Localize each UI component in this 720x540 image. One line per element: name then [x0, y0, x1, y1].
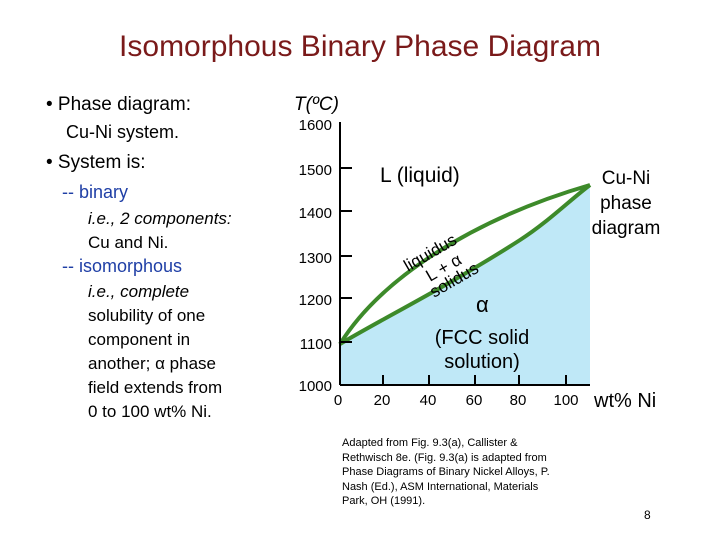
- bullet-phase-diagram: • Phase diagram:: [46, 94, 192, 115]
- liquidus-curve: [338, 183, 591, 346]
- x-tick-label: 60: [465, 392, 483, 409]
- y-tick-label: 1200: [298, 292, 332, 309]
- side-note-line: Cu-Ni: [601, 168, 651, 189]
- liquid-label: L (liquid): [380, 164, 460, 187]
- slide-title: Isomorphous Binary Phase Diagram: [119, 30, 601, 63]
- cu-ni-phase-diagram-note: Cu-Ni phase diagram: [566, 166, 686, 241]
- x-tick-label: 20: [373, 392, 391, 409]
- alpha-description-line: (FCC solid: [435, 327, 529, 349]
- y-tick-label: 1600: [298, 117, 332, 134]
- binary-description: i.e., 2 components: Cu and Ni.: [88, 207, 232, 255]
- iso-desc-line: another; α phase: [88, 354, 216, 373]
- page-number: 8: [644, 508, 651, 522]
- y-axis-title: T(ºC): [294, 94, 339, 115]
- y-tick-label: 1300: [298, 250, 332, 267]
- x-tick-label: 40: [419, 392, 437, 409]
- x-tick-label: 0: [333, 392, 343, 409]
- side-note-line: diagram: [591, 218, 661, 239]
- figure-caption: Adapted from Fig. 9.3(a), Callister & Re…: [342, 436, 582, 509]
- y-tick-label: 1400: [298, 205, 332, 222]
- caption-line: Adapted from Fig. 9.3(a), Callister &: [342, 437, 518, 449]
- iso-desc-line: field extends from: [88, 378, 223, 397]
- bullet-phase-diagram-sub: Cu-Ni system.: [66, 122, 180, 142]
- binary-label: -- binary: [62, 182, 129, 202]
- iso-desc-line: 0 to 100 wt% Ni.: [88, 402, 212, 421]
- iso-desc-line: component in: [88, 330, 191, 349]
- alpha-description-line: solution): [444, 351, 520, 373]
- x-tick-label: 100: [553, 392, 579, 409]
- two-phase-region: [340, 185, 590, 344]
- bullet-system-is: • System is:: [46, 152, 146, 173]
- solidus-curve: [338, 183, 592, 346]
- isomorphous-description: i.e., complete solubility of one compone…: [88, 280, 222, 424]
- y-tick-label: 1100: [299, 336, 332, 353]
- iso-desc-line: solubility of one: [88, 306, 206, 325]
- caption-line: Nash (Ed.), ASM International, Materials: [342, 480, 539, 493]
- iso-desc-line: i.e., complete: [88, 282, 190, 301]
- x-tick-label: 80: [509, 392, 527, 409]
- binary-desc-line: i.e., 2 components:: [88, 209, 232, 228]
- caption-line: Phase Diagrams of Binary Nickel Alloys, …: [342, 466, 550, 478]
- x-axis-units: wt% Ni: [594, 390, 657, 412]
- caption-line: Park, OH (1991).: [342, 495, 426, 507]
- alpha-symbol: α: [476, 292, 489, 317]
- side-note-line: phase: [600, 193, 652, 214]
- binary-desc-line: Cu and Ni.: [88, 233, 169, 252]
- isomorphous-label: -- isomorphous: [62, 256, 183, 276]
- y-tick-label: 1500: [298, 162, 332, 179]
- y-tick-label: 1000: [298, 378, 332, 395]
- caption-line: Rethwisch 8e. (Fig. 9.3(a) is adapted fr…: [342, 451, 547, 464]
